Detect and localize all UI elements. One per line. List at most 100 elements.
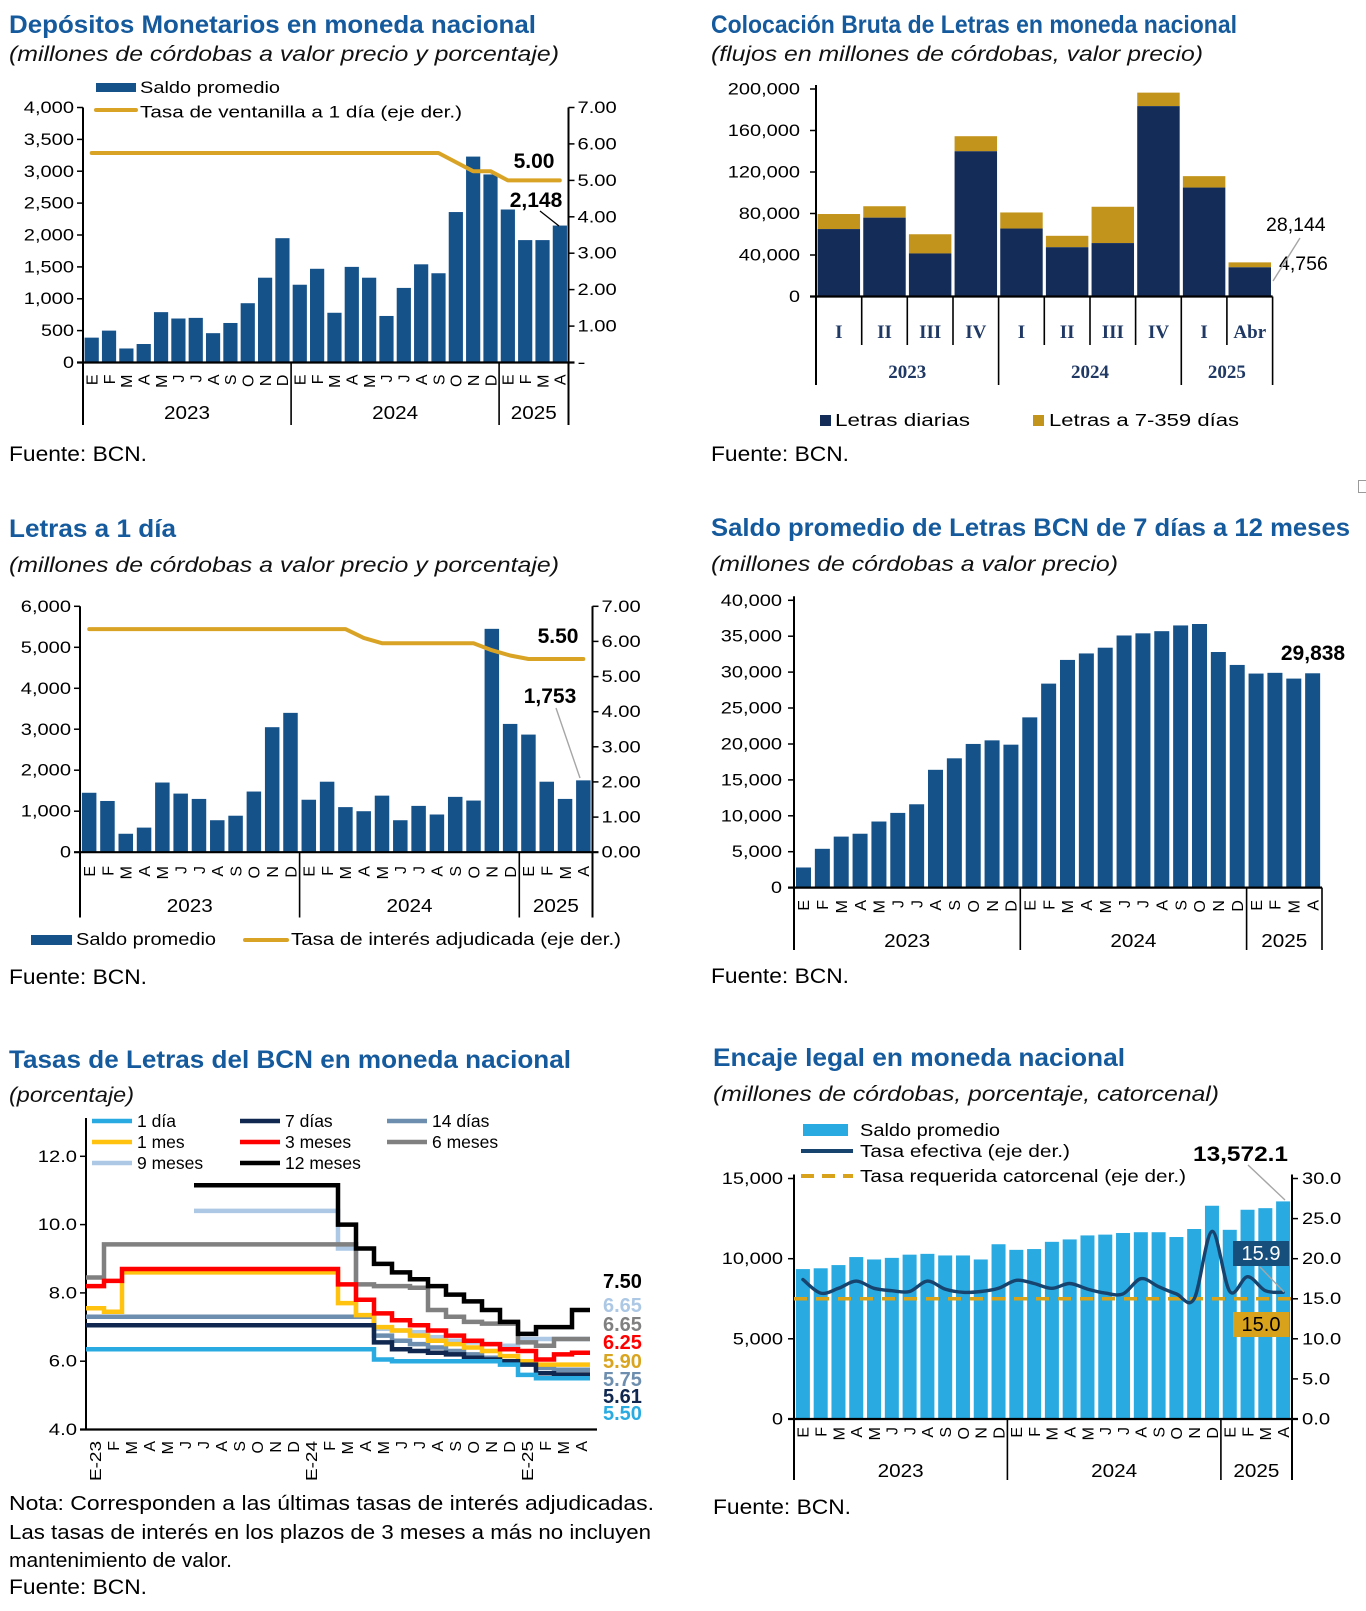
svg-text:8.0: 8.0 <box>49 1283 77 1302</box>
svg-text:J: J <box>891 900 908 908</box>
svg-text:A: A <box>357 866 374 877</box>
svg-text:M: M <box>1287 900 1304 913</box>
svg-text:40,000: 40,000 <box>721 591 782 610</box>
svg-text:D: D <box>1004 900 1021 912</box>
svg-text:E-23: E-23 <box>88 1441 105 1481</box>
svg-text:12 meses: 12 meses <box>285 1153 361 1173</box>
svg-text:2.00: 2.00 <box>578 280 617 299</box>
svg-text:J: J <box>885 1427 902 1435</box>
svg-text:A: A <box>142 1441 159 1452</box>
svg-text:1.00: 1.00 <box>578 317 617 336</box>
svg-text:J: J <box>909 900 926 908</box>
svg-text:A: A <box>576 866 593 877</box>
svg-text:2023: 2023 <box>884 931 930 951</box>
svg-text:0: 0 <box>60 843 71 862</box>
svg-text:2025: 2025 <box>533 896 579 916</box>
svg-text:N: N <box>1211 900 1228 912</box>
svg-text:Tasas de Letras del BCN en mon: Tasas de Letras del BCN en moneda nacion… <box>9 1046 571 1074</box>
svg-text:E: E <box>1223 1427 1240 1438</box>
svg-text:7.00: 7.00 <box>602 597 641 616</box>
svg-text:II: II <box>877 322 892 343</box>
svg-text:15,000: 15,000 <box>721 770 782 789</box>
svg-text:2025: 2025 <box>511 403 557 423</box>
svg-text:M: M <box>155 866 172 879</box>
svg-text:J: J <box>1117 900 1134 908</box>
svg-text:J: J <box>189 375 206 383</box>
svg-text:1,500: 1,500 <box>24 257 74 276</box>
svg-text:5.50: 5.50 <box>603 1403 642 1425</box>
svg-text:IV: IV <box>1148 322 1169 343</box>
svg-text:S: S <box>228 866 245 877</box>
svg-text:F: F <box>814 1427 831 1437</box>
svg-text:J: J <box>1116 1427 1133 1435</box>
svg-text:15,000: 15,000 <box>722 1169 783 1188</box>
svg-text:A: A <box>358 1441 375 1452</box>
svg-text:29,838: 29,838 <box>1281 642 1346 665</box>
svg-text:15.0: 15.0 <box>1302 1289 1341 1308</box>
svg-text:D: D <box>283 866 300 878</box>
svg-text:M: M <box>154 375 171 388</box>
svg-text:J: J <box>1136 900 1153 908</box>
svg-text:N: N <box>258 375 275 387</box>
svg-text:S: S <box>448 866 465 877</box>
svg-text:3,000: 3,000 <box>21 720 71 739</box>
svg-text:3.00: 3.00 <box>602 737 641 756</box>
svg-text:14 días: 14 días <box>432 1111 490 1131</box>
svg-text:O: O <box>247 866 264 878</box>
svg-text:1 mes: 1 mes <box>137 1132 185 1152</box>
svg-text:A: A <box>920 1427 937 1438</box>
svg-text:I: I <box>1018 322 1025 343</box>
svg-text:25.0: 25.0 <box>1302 1209 1341 1228</box>
svg-text:A: A <box>430 866 447 877</box>
svg-text:A: A <box>1079 900 1096 911</box>
svg-text:12.0: 12.0 <box>38 1147 77 1166</box>
svg-text:D: D <box>1205 1427 1222 1439</box>
svg-text:1,000: 1,000 <box>21 802 71 821</box>
svg-text:(millones de córdobas a valor: (millones de córdobas a valor precio y p… <box>9 554 559 577</box>
svg-text:M: M <box>1080 1427 1097 1440</box>
svg-text:O: O <box>966 900 983 912</box>
svg-text:O: O <box>449 375 466 387</box>
svg-text:Las tasas de interés en los pl: Las tasas de interés en los plazos de 3 … <box>9 1521 651 1544</box>
svg-text:M: M <box>160 1441 177 1454</box>
svg-text:N: N <box>268 1441 285 1453</box>
svg-text:25,000: 25,000 <box>721 699 782 718</box>
svg-text:M: M <box>362 375 379 388</box>
svg-text:0: 0 <box>63 353 74 372</box>
svg-text:20.0: 20.0 <box>1302 1249 1341 1268</box>
svg-text:6.25: 6.25 <box>603 1332 642 1354</box>
svg-text:(millones de córdobas a valor: (millones de córdobas a valor precio y p… <box>9 43 559 66</box>
svg-text:S: S <box>947 900 964 911</box>
svg-text:M: M <box>535 375 552 388</box>
svg-text:2025: 2025 <box>1208 362 1246 383</box>
svg-text:J: J <box>902 1427 919 1435</box>
svg-text:M: M <box>831 1427 848 1440</box>
svg-text:80,000: 80,000 <box>739 204 800 223</box>
svg-text:0.0: 0.0 <box>1302 1410 1330 1429</box>
svg-text:J: J <box>379 375 396 383</box>
svg-text:500: 500 <box>41 321 74 340</box>
svg-text:F: F <box>322 1441 339 1451</box>
svg-text:F: F <box>538 1441 555 1451</box>
svg-text:Saldo promedio: Saldo promedio <box>140 78 280 97</box>
svg-text:M: M <box>340 1441 357 1454</box>
svg-text:Fuente: BCN.: Fuente: BCN. <box>9 1576 147 1599</box>
svg-text:30,000: 30,000 <box>721 663 782 682</box>
svg-text:A: A <box>1305 900 1322 911</box>
svg-text:Saldo promedio: Saldo promedio <box>860 1120 1000 1140</box>
svg-text:E: E <box>1023 900 1040 911</box>
svg-text:(millones de córdobas, porcent: (millones de córdobas, porcentaje, cator… <box>713 1083 1219 1106</box>
svg-text:2023: 2023 <box>164 403 210 423</box>
svg-text:0.00: 0.00 <box>602 843 641 862</box>
svg-text:A: A <box>137 866 154 877</box>
svg-text:O: O <box>241 375 258 387</box>
svg-text:3,000: 3,000 <box>24 162 74 181</box>
svg-text:15.9: 15.9 <box>1242 1243 1281 1265</box>
svg-text:35,000: 35,000 <box>721 627 782 646</box>
svg-text:J: J <box>412 1441 429 1449</box>
svg-text:F: F <box>540 866 557 876</box>
svg-text:6.00: 6.00 <box>578 134 617 153</box>
svg-text:10,000: 10,000 <box>721 806 782 825</box>
svg-text:F: F <box>100 866 117 876</box>
svg-text:Fuente: BCN.: Fuente: BCN. <box>713 1496 851 1519</box>
